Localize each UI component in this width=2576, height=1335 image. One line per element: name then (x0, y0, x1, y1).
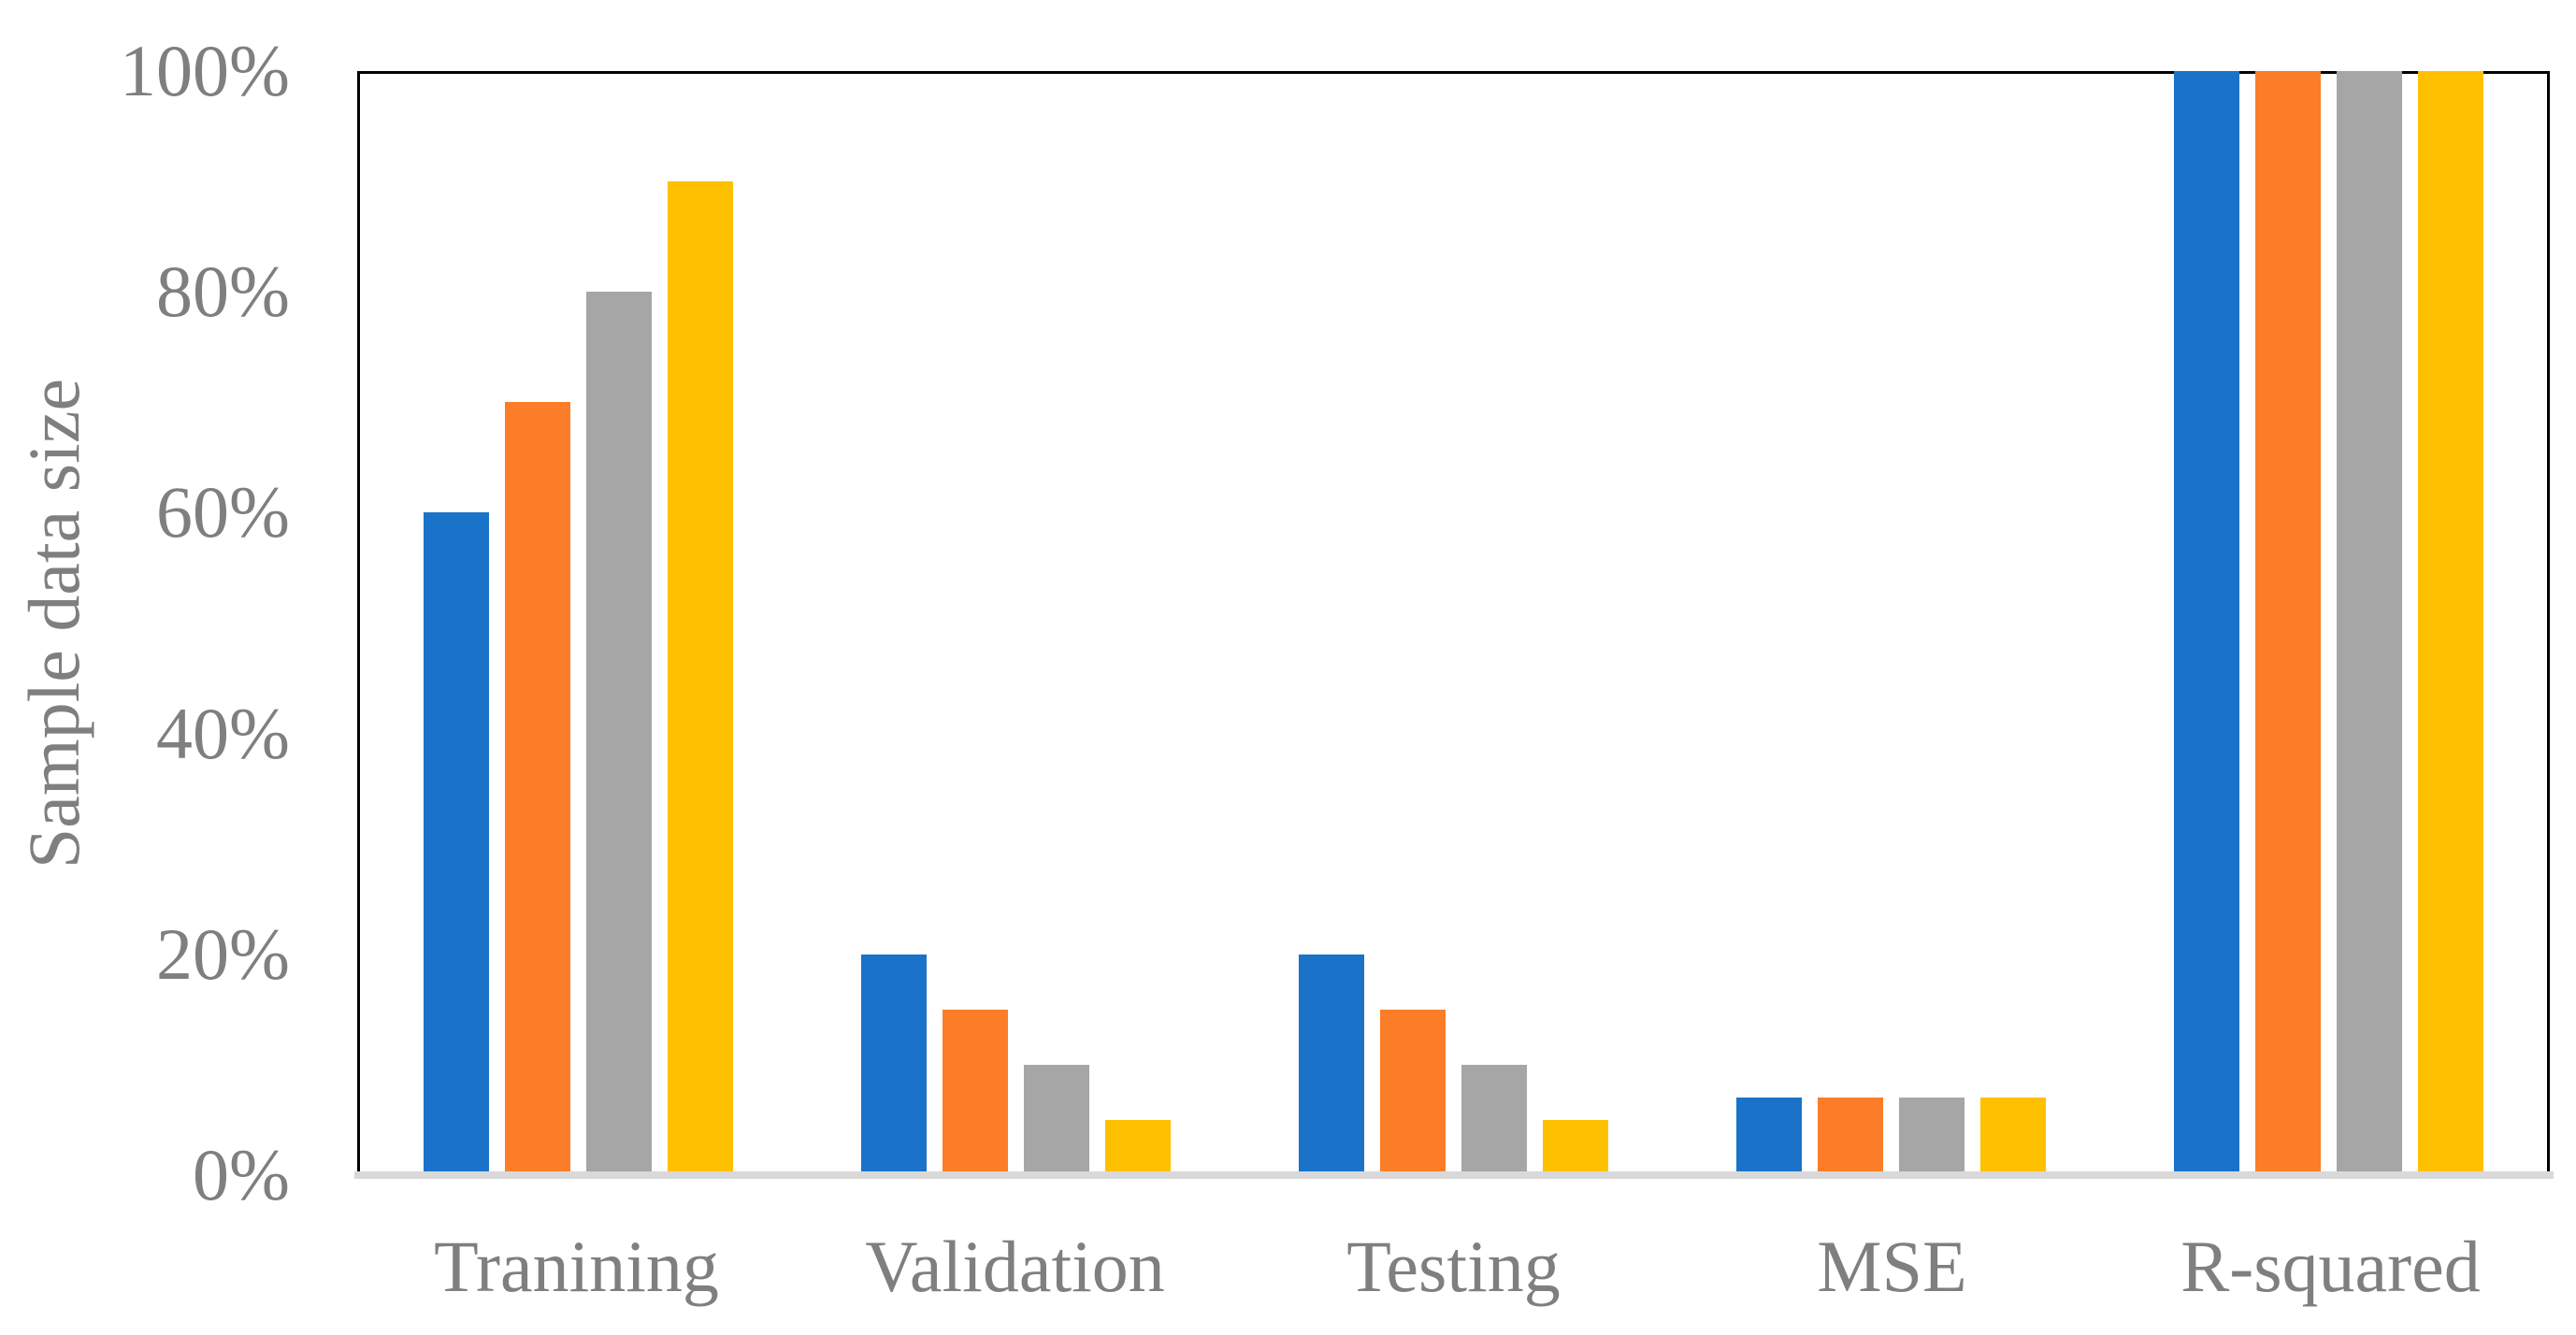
category-group-tranining (360, 74, 798, 1175)
category-group-r-squared (2109, 71, 2547, 1175)
x-category-label: R-squared (2180, 1226, 2481, 1307)
bar-r-squared-blue (2173, 71, 2239, 1175)
bar-mse-orange (1817, 1098, 1883, 1175)
x-category-label: Validation (865, 1226, 1165, 1307)
category-group-validation (798, 74, 1235, 1175)
bar-validation-blue (861, 954, 928, 1175)
bar-validation-orange (943, 1009, 1009, 1175)
bar-r-squared-yellow (2417, 71, 2483, 1175)
y-tick-label: 0% (193, 1134, 290, 1215)
bar-validation-yellow (1105, 1119, 1172, 1175)
x-axis-category-labels: Tranining Validation Testing MSE R-squared (357, 1230, 2550, 1303)
bar-tranining-orange (505, 402, 571, 1175)
bar-r-squared-gray (2336, 71, 2402, 1175)
bar-mse-blue (1735, 1098, 1802, 1175)
x-axis-line (354, 1171, 2554, 1179)
bar-mse-yellow (1979, 1098, 2046, 1175)
x-category-label: Tranining (434, 1226, 719, 1307)
x-category-label: Testing (1346, 1226, 1561, 1307)
x-category-label: MSE (1817, 1226, 1967, 1307)
y-tick-label: 100% (120, 30, 290, 111)
y-tick-label: 40% (156, 692, 290, 774)
category-group-testing (1235, 74, 1673, 1175)
bar-r-squared-orange (2254, 71, 2321, 1175)
bar-tranining-yellow (668, 181, 734, 1175)
y-tick-label: 20% (156, 912, 290, 995)
y-tick-label: 80% (156, 251, 290, 333)
plot-area (357, 71, 2550, 1175)
bar-testing-orange (1379, 1009, 1446, 1175)
bar-tranining-blue (424, 512, 490, 1175)
bar-mse-gray (1898, 1098, 1964, 1175)
category-group-mse (1672, 74, 2109, 1175)
bar-validation-gray (1024, 1064, 1090, 1175)
y-tick-label: 60% (156, 471, 290, 553)
bar-testing-gray (1461, 1064, 1527, 1175)
bar-testing-blue (1298, 954, 1364, 1175)
bar-testing-yellow (1542, 1119, 1608, 1175)
y-axis-title: Sample data size (13, 378, 94, 869)
bar-tranining-gray (586, 292, 653, 1175)
